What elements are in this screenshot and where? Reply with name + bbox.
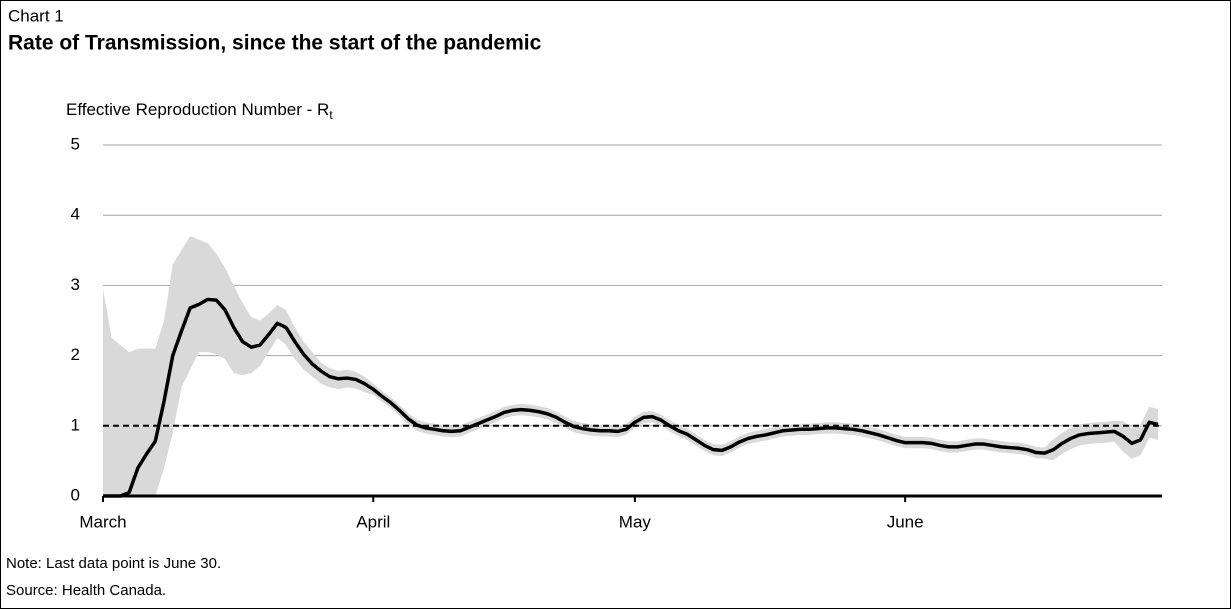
x-tick-label: June: [887, 512, 924, 531]
y-tick-label: 5: [71, 134, 80, 153]
line: [103, 297, 1159, 498]
y-tick-label: 3: [71, 275, 80, 294]
x-tick-label: April: [356, 512, 390, 531]
chart-label: Chart 1: [8, 6, 64, 25]
x-tick-label: May: [619, 512, 652, 531]
y-axis-label-subscript: t: [329, 108, 333, 122]
y-tick-label: 4: [71, 205, 80, 224]
y-axis-label-main: Effective Reproduction Number - R: [66, 100, 329, 119]
y-tick-label: 2: [71, 345, 80, 364]
note: Note: Last data point is June 30.: [6, 555, 221, 572]
y-axis-label: Effective Reproduction Number - Rt: [66, 100, 333, 122]
chart-title: Rate of Transmission, since the start of…: [8, 32, 542, 55]
source: Source: Health Canada.: [6, 582, 166, 599]
y-tick-label: 1: [71, 415, 80, 434]
y-tick-label: 0: [71, 485, 80, 504]
x-tick-label: March: [79, 512, 126, 531]
